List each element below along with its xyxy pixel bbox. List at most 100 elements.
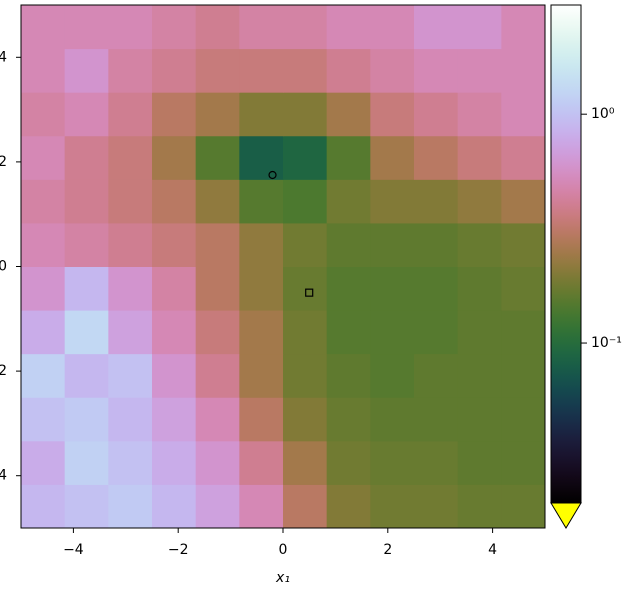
heatmap-cell: [283, 5, 328, 50]
heatmap-cell: [64, 353, 109, 398]
heatmap-cell: [414, 353, 459, 398]
heatmap-cell: [457, 222, 502, 267]
heatmap-cell: [21, 353, 66, 398]
heatmap-cell: [64, 484, 109, 529]
heatmap-cell: [414, 310, 459, 355]
heatmap-cell: [239, 5, 284, 50]
heatmap-cell: [457, 135, 502, 180]
heatmap-cell: [108, 222, 153, 267]
heatmap-cell: [457, 179, 502, 224]
heatmap-cell: [326, 310, 371, 355]
heatmap-cell: [414, 5, 459, 50]
heatmap-cell: [195, 5, 240, 50]
heatmap-cell: [239, 92, 284, 137]
x-tick-label: −4: [63, 542, 84, 558]
heatmap-cell: [501, 266, 546, 311]
heatmap-cell: [326, 179, 371, 224]
heatmap-cell: [108, 92, 153, 137]
heatmap-cell: [501, 92, 546, 137]
heatmap-cell: [108, 179, 153, 224]
heatmap-cell: [239, 397, 284, 442]
heatmap-cell: [457, 484, 502, 529]
heatmap-cell: [21, 484, 66, 529]
heatmap-cell: [326, 440, 371, 485]
heatmap-cell: [326, 353, 371, 398]
heatmap-cell: [21, 440, 66, 485]
heatmap-cell: [370, 48, 415, 93]
heatmap-cell: [283, 266, 328, 311]
heatmap-cell: [414, 222, 459, 267]
heatmap-cell: [326, 222, 371, 267]
heatmap-cell: [152, 440, 197, 485]
x-tick-label: −2: [168, 542, 189, 558]
heatmap-cell: [283, 179, 328, 224]
heatmap-cell: [457, 266, 502, 311]
heatmap-cell: [370, 266, 415, 311]
heatmap-cell: [457, 310, 502, 355]
heatmap-cell: [457, 353, 502, 398]
heatmap-cell: [108, 440, 153, 485]
heatmap-cell: [21, 266, 66, 311]
heatmap-cell: [370, 397, 415, 442]
heatmap-cell: [326, 266, 371, 311]
heatmap-cell: [370, 484, 415, 529]
y-tick-label: −2: [0, 363, 7, 379]
heatmap-cell: [501, 397, 546, 442]
heatmap-cell: [501, 5, 546, 50]
heatmap-cell: [370, 353, 415, 398]
heatmap-cell: [21, 222, 66, 267]
y-tick-label: 2: [0, 154, 7, 170]
heatmap-cell: [239, 135, 284, 180]
heatmap-cell: [326, 397, 371, 442]
heatmap-cell: [457, 92, 502, 137]
heatmap-cell: [64, 222, 109, 267]
heatmap-cell: [64, 266, 109, 311]
x-tick-label: 2: [383, 542, 392, 558]
heatmap-cell: [195, 440, 240, 485]
heatmap-cell: [108, 484, 153, 529]
heatmap-cell: [370, 440, 415, 485]
heatmap-cell: [152, 353, 197, 398]
heatmap-cell: [457, 5, 502, 50]
heatmap-cell: [21, 48, 66, 93]
heatmap-cell: [195, 397, 240, 442]
heatmap-cell: [283, 310, 328, 355]
heatmap-cell: [21, 397, 66, 442]
heatmap-cell: [283, 397, 328, 442]
heatmap-cell: [326, 92, 371, 137]
heatmap-cell: [21, 92, 66, 137]
heatmap-cell: [501, 353, 546, 398]
heatmap-cell: [64, 92, 109, 137]
x-tick-label: 4: [488, 542, 497, 558]
heatmap-cell: [152, 5, 197, 50]
heatmap-cell: [152, 179, 197, 224]
heatmap-cell: [283, 92, 328, 137]
heatmap-cell: [64, 135, 109, 180]
heatmap-cell: [501, 179, 546, 224]
heatmap-cell: [414, 48, 459, 93]
heatmap-cell: [239, 353, 284, 398]
heatmap-cell: [195, 484, 240, 529]
heatmap-cell: [239, 310, 284, 355]
heatmap-cell: [108, 135, 153, 180]
heatmap-cell: [108, 266, 153, 311]
heatmap-cell: [501, 135, 546, 180]
heatmap-cell: [108, 353, 153, 398]
x-tick-label: 0: [279, 542, 288, 558]
heatmap-cell: [239, 222, 284, 267]
heatmap-cell: [414, 179, 459, 224]
heatmap-cell: [21, 135, 66, 180]
heatmap-cell: [64, 440, 109, 485]
heatmap-cell: [195, 179, 240, 224]
heatmap-cell: [457, 397, 502, 442]
heatmap-cell: [152, 310, 197, 355]
heatmap-cell: [283, 484, 328, 529]
heatmap-cell: [21, 310, 66, 355]
heatmap-cell: [283, 440, 328, 485]
colorbar: [550, 4, 582, 504]
heatmap-cell: [239, 484, 284, 529]
heatmap-cell: [64, 48, 109, 93]
heatmap-cell: [239, 179, 284, 224]
heatmap-cell: [239, 266, 284, 311]
marker: [268, 170, 277, 180]
